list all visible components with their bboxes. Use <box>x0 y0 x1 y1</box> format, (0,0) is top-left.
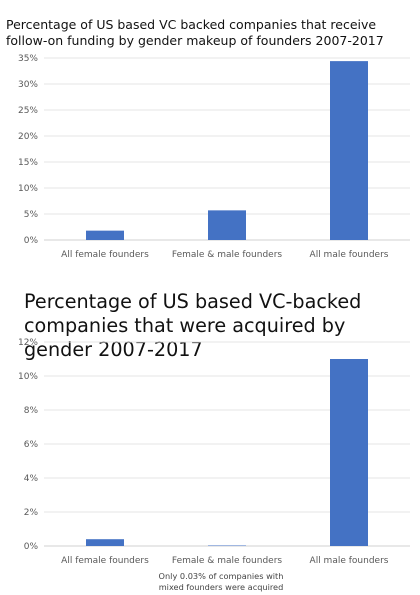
chart1-title: Percentage of US based VC backed compani… <box>6 17 384 48</box>
y-tick-label: 12% <box>18 338 38 348</box>
x-tick-label: All female founders <box>61 556 149 566</box>
y-tick-label: 4% <box>24 474 39 484</box>
y-tick-label: 35% <box>18 54 38 64</box>
x-tick-label: Female & male founders <box>172 556 282 566</box>
y-tick-label: 2% <box>24 508 39 518</box>
x-tick-label: Female & male founders <box>172 250 282 260</box>
y-tick-label: 8% <box>24 406 39 416</box>
bar <box>86 230 124 240</box>
x-tick-label: All male founders <box>310 556 389 566</box>
bar <box>208 545 246 546</box>
chart2-title: Percentage of US based VC-backed compani… <box>24 290 362 361</box>
x-tick-label: All female founders <box>61 250 149 260</box>
y-tick-label: 0% <box>24 236 39 246</box>
bar <box>208 210 246 240</box>
bar <box>330 61 368 241</box>
y-tick-label: 20% <box>18 132 38 142</box>
y-tick-label: 10% <box>18 372 38 382</box>
y-tick-label: 5% <box>24 210 39 220</box>
x-tick-label: All male founders <box>310 250 389 260</box>
bar <box>86 539 124 546</box>
bar <box>330 359 368 546</box>
y-tick-label: 25% <box>18 106 38 116</box>
y-tick-label: 30% <box>18 80 38 90</box>
y-tick-label: 6% <box>24 440 39 450</box>
chart2-annotation: Only 0.03% of companies with mixed found… <box>158 571 284 592</box>
y-tick-label: 0% <box>24 542 39 552</box>
y-tick-label: 15% <box>18 158 38 168</box>
y-tick-label: 10% <box>18 184 38 194</box>
